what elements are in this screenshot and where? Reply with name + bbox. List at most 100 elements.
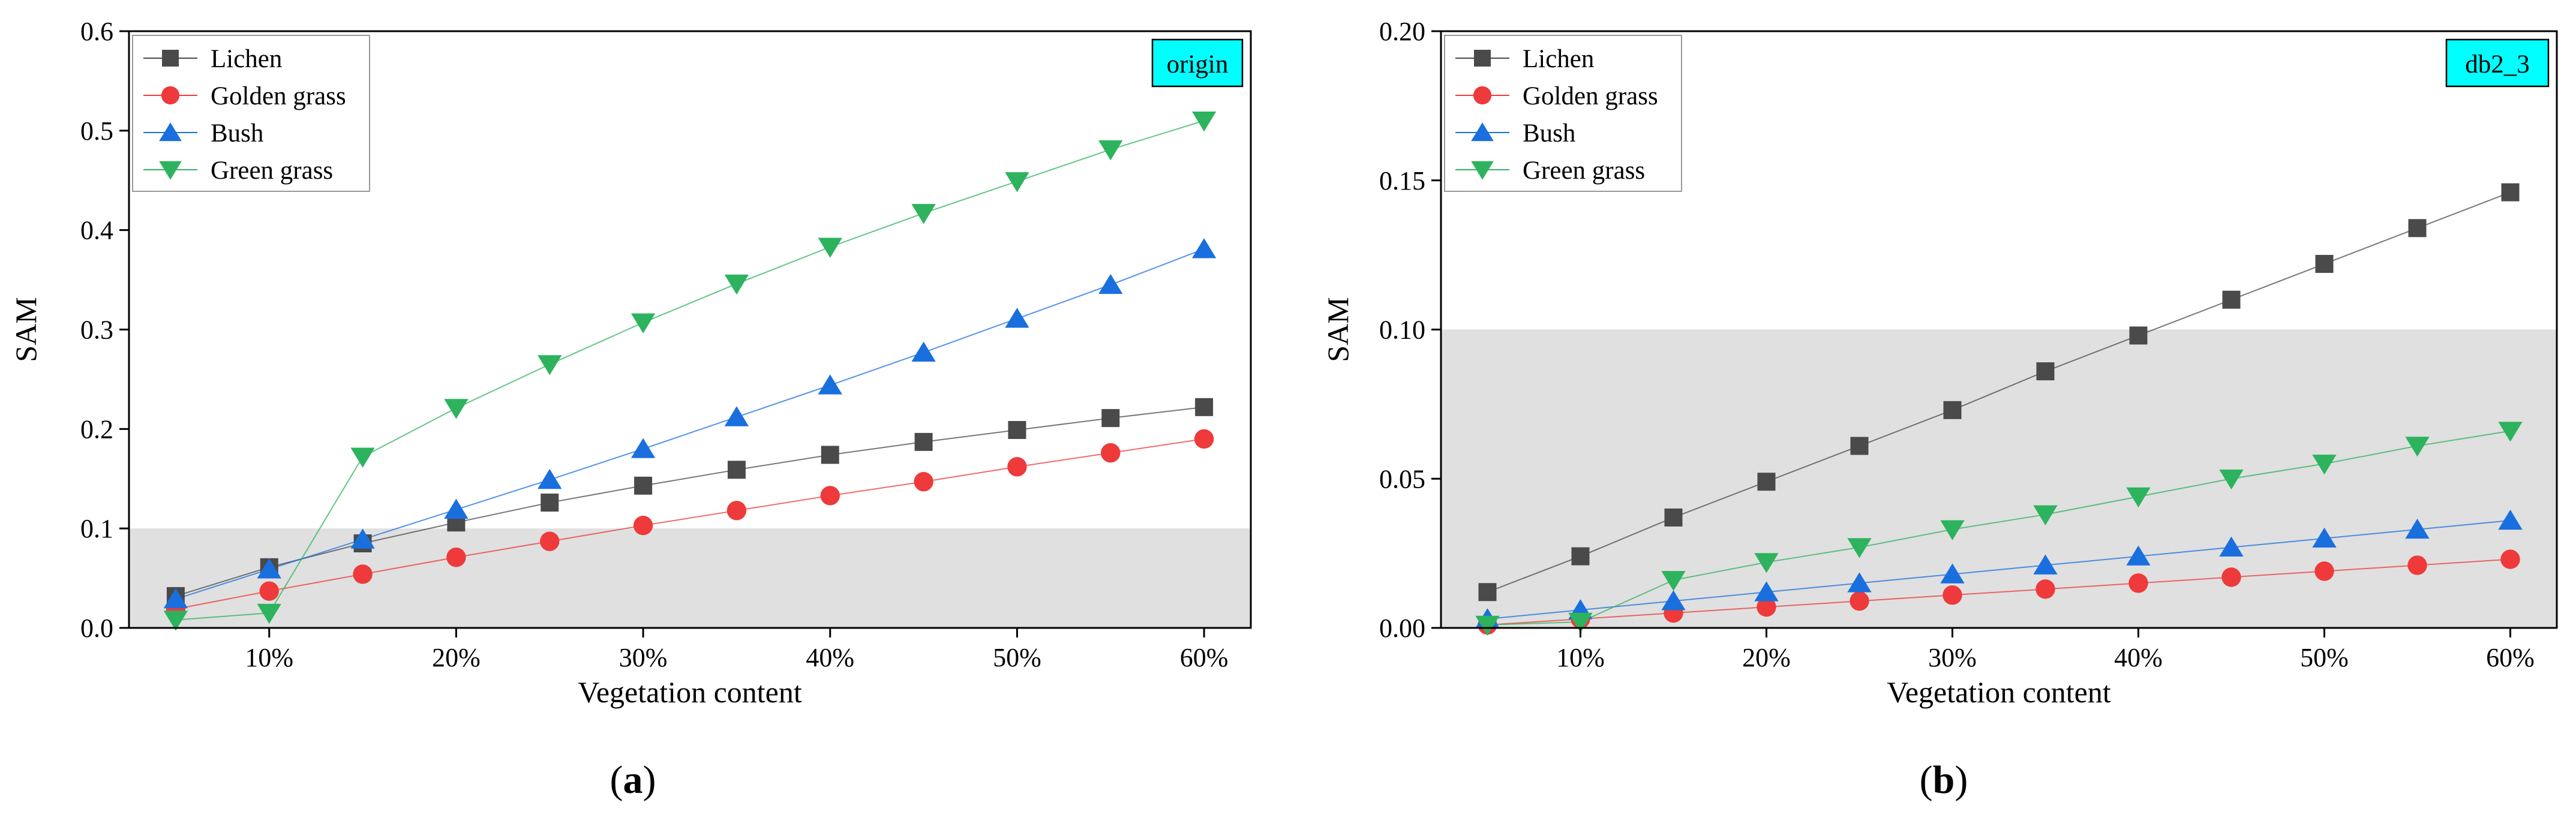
data-point-golden-grass [1007, 457, 1027, 477]
y-tick-label: 0.15 [1379, 166, 1425, 196]
panel-caption-b: (b) [1920, 758, 1968, 802]
data-point-lichen [1757, 473, 1776, 491]
legend-marker-green-grass [159, 161, 182, 180]
data-point-golden-grass [914, 472, 933, 492]
data-point-bush [1847, 572, 1872, 593]
data-point-bush [350, 528, 375, 549]
legend-marker-lichen [162, 50, 179, 67]
data-point-bush [1661, 590, 1686, 611]
data-point-green-grass [1191, 111, 1217, 132]
shaded-band [1441, 329, 2557, 628]
x-tick-label: 40% [2114, 643, 2163, 672]
data-point-bush [1098, 273, 1123, 294]
x-tick-label: 20% [1742, 643, 1791, 672]
data-point-golden-grass [726, 501, 747, 521]
data-point-bush [2498, 509, 2523, 530]
x-axis-title: Vegetation content [1887, 675, 2111, 709]
data-point-bush [538, 468, 562, 489]
legend-label-lichen: Lichen [211, 45, 282, 73]
legend-label-green-grass: Green grass [211, 157, 333, 185]
data-point-lichen [2129, 326, 2148, 345]
data-point-lichen [2408, 219, 2427, 237]
data-point-lichen [914, 432, 933, 451]
data-point-green-grass [2033, 505, 2058, 525]
data-point-bush [1940, 563, 1965, 584]
data-point-golden-grass [353, 564, 373, 584]
data-point-lichen [1850, 437, 1869, 455]
series-line-lichen [175, 406, 1205, 597]
caption-letter: b [1933, 758, 1955, 802]
x-tick-label: 20% [432, 643, 481, 672]
data-point-bush [818, 374, 842, 395]
y-tick-label: 0.00 [1379, 614, 1425, 643]
data-point-golden-grass [2221, 567, 2241, 587]
series-line-green-grass [1487, 430, 2511, 626]
data-point-lichen [1008, 420, 1026, 439]
y-tick-label: 0.4 [80, 216, 113, 245]
y-tick-label: 0.6 [80, 17, 113, 46]
data-point-green-grass [1098, 140, 1123, 161]
data-point-golden-grass [2314, 561, 2334, 581]
x-tick-label: 30% [1928, 643, 1977, 672]
data-point-green-grass [2312, 455, 2337, 475]
data-point-lichen [2036, 362, 2055, 381]
data-point-bush [2033, 554, 2058, 575]
caption-letter: a [623, 758, 643, 802]
data-point-lichen [541, 494, 559, 512]
data-point-lichen [1571, 547, 1590, 566]
data-point-green-grass [257, 603, 281, 624]
data-point-green-grass [1568, 612, 1593, 633]
legend-label-bush: Bush [211, 119, 263, 148]
data-point-green-grass [1475, 615, 1500, 636]
legend-marker-golden-grass [1473, 86, 1492, 105]
badge [2445, 38, 2550, 88]
data-point-golden-grass [2407, 555, 2427, 575]
data-point-green-grass [2405, 437, 2430, 457]
data-point-green-grass [2126, 487, 2151, 508]
y-tick-label: 0.3 [80, 315, 113, 345]
data-point-green-grass [1754, 553, 1779, 573]
y-tick-label: 0.05 [1379, 464, 1425, 494]
data-point-green-grass [911, 204, 936, 224]
data-point-golden-grass [1942, 585, 1962, 605]
data-point-bush [2405, 518, 2430, 539]
data-point-lichen [634, 476, 653, 495]
x-tick-label: 30% [619, 643, 668, 672]
panel-b: 10% 20% 30% 40% 50% 60% 0.00 0.05 0.10 0.15 0.20 Ve… [1321, 17, 2558, 709]
data-point-green-grass [724, 274, 749, 295]
x-axis-title: Vegetation content [578, 675, 802, 709]
series-line-golden-grass [1487, 558, 2511, 626]
data-point-lichen [821, 446, 839, 464]
y-tick-label: 0.10 [1379, 315, 1425, 345]
legend-marker-green-grass [1471, 161, 1494, 180]
x-tick-label: 50% [993, 643, 1041, 672]
data-point-bush [1754, 581, 1779, 602]
data-point-green-grass [163, 611, 188, 631]
badge [1151, 38, 1244, 88]
data-point-lichen [1943, 401, 1962, 419]
data-point-golden-grass [2500, 549, 2520, 569]
data-point-golden-grass [259, 581, 279, 601]
series-line-bush [1487, 519, 2511, 620]
shaded-band [129, 528, 1251, 628]
caption-close-paren: ) [1954, 758, 1968, 802]
data-point-green-grass [631, 313, 656, 333]
caption-open-paren: ( [610, 758, 623, 802]
y-axis-title: SAM [1321, 297, 1355, 362]
badge-label: origin [1167, 50, 1229, 79]
series-line-golden-grass [175, 438, 1205, 610]
series-line-green-grass [175, 120, 1205, 621]
series-line-bush [175, 248, 1205, 600]
data-point-lichen [2222, 290, 2241, 309]
x-tick-label: 60% [2486, 643, 2535, 672]
data-point-golden-grass [1194, 429, 1214, 449]
legend-label-bush: Bush [1523, 119, 1575, 148]
data-point-green-grass [818, 237, 842, 258]
data-point-green-grass [1005, 172, 1029, 193]
panel-caption-a: (a) [610, 758, 656, 802]
x-tick-label: 10% [245, 643, 293, 672]
data-point-bush [631, 438, 656, 458]
data-point-green-grass [350, 447, 375, 468]
data-point-golden-grass [633, 515, 653, 536]
